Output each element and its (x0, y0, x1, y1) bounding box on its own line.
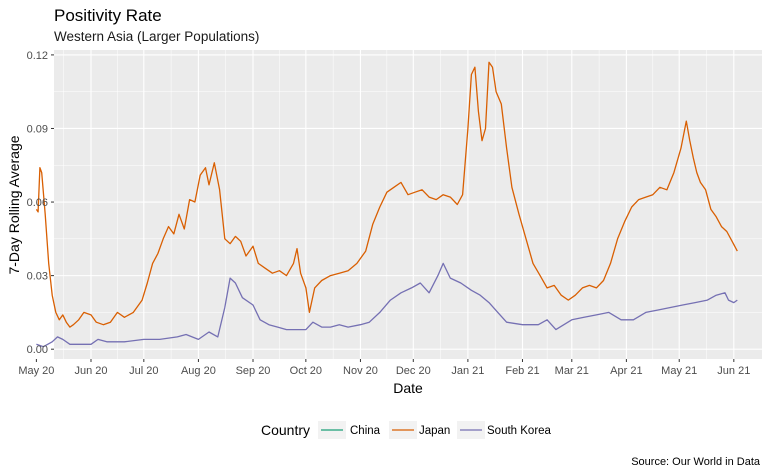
y-axis: 0.00 0.03 0.06 0.09 0.12 (27, 50, 54, 356)
series-line-south-korea (36, 262, 738, 348)
minor-gridlines (54, 50, 762, 359)
y-tick-label: 0.09 (27, 123, 48, 135)
series-line-japan (35, 61, 738, 328)
x-tick-label: Nov 20 (343, 365, 378, 377)
chart-title: Positivity Rate (54, 6, 162, 25)
y-axis-title: 7-Day Rolling Average (6, 135, 22, 274)
legend: Country China Japan South Korea (261, 421, 552, 439)
legend-label-china: China (350, 425, 381, 437)
chart-subtitle: Western Asia (Larger Populations) (54, 29, 259, 44)
plot-panel (54, 50, 762, 359)
legend-label-south-korea: South Korea (487, 425, 552, 437)
x-tick-label: Jun 20 (74, 365, 107, 377)
x-tick-label: Sep 20 (236, 365, 271, 377)
major-gridlines (35, 50, 762, 359)
x-tick-label: Mar 21 (555, 365, 589, 377)
x-tick-label: Jan 21 (451, 365, 484, 377)
source-caption: Source: Our World in Data (631, 456, 761, 468)
x-tick-label: May 20 (18, 365, 54, 377)
y-tick-label: 0.03 (27, 271, 48, 283)
legend-label-japan: Japan (419, 425, 450, 437)
y-tick-label: 0.12 (27, 50, 48, 62)
x-tick-label: Jul 20 (129, 365, 158, 377)
x-tick-label: Feb 21 (505, 365, 539, 377)
y-tick-label: 0.06 (27, 197, 48, 209)
x-tick-label: Oct 20 (290, 365, 322, 377)
x-tick-label: Jun 21 (717, 365, 750, 377)
x-axis-title: Date (393, 380, 423, 396)
legend-title: Country (261, 422, 310, 438)
x-axis: May 20 Jun 20 Jul 20 Aug 20 Sep 20 Oct 20 Nov … (18, 359, 750, 377)
x-tick-label: Aug 20 (181, 365, 216, 377)
x-tick-label: Dec 20 (396, 365, 431, 377)
x-tick-label: Apr 21 (610, 365, 642, 377)
y-tick-label: 0.00 (27, 344, 48, 356)
x-tick-label: May 21 (661, 365, 697, 377)
series-lines (35, 61, 738, 348)
